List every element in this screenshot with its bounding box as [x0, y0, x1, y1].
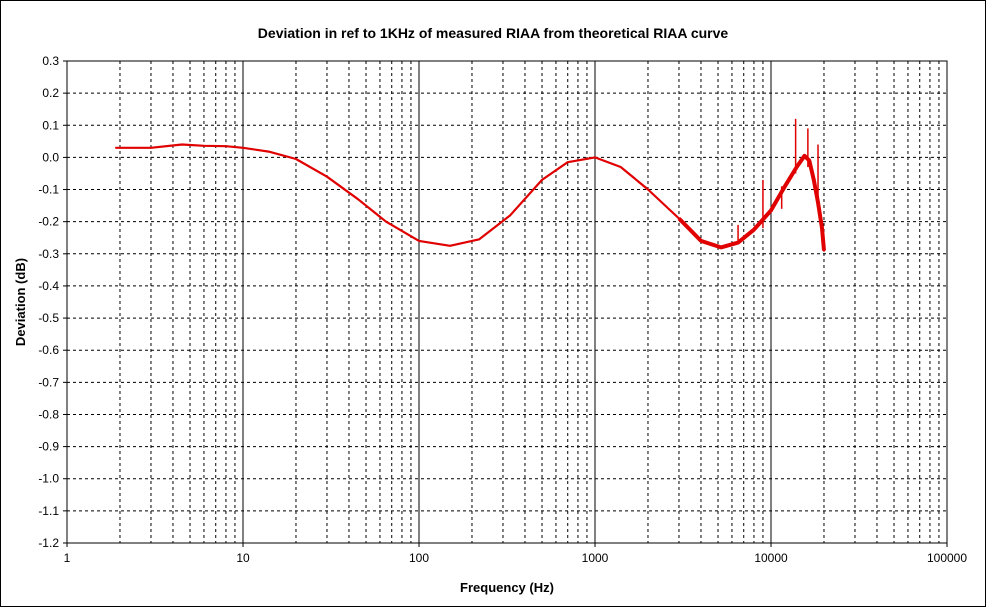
y-tick-label: -0.3 — [38, 247, 59, 261]
y-tick-label: 0.1 — [42, 118, 59, 132]
x-tick-label: 10000 — [754, 551, 788, 565]
y-tick-label: -1.0 — [38, 472, 59, 486]
y-tick-label: -0.5 — [38, 311, 59, 325]
y-tick-label: -0.6 — [38, 343, 59, 357]
series-lines — [114, 118, 826, 252]
x-axis-label: Frequency (Hz) — [460, 580, 554, 595]
x-tick-label: 10 — [236, 551, 250, 565]
y-tick-label: -1.2 — [38, 536, 59, 550]
y-tick-label: 0.2 — [42, 86, 59, 100]
y-tick-label: -0.1 — [38, 183, 59, 197]
y-axis-label: Deviation (dB) — [13, 258, 28, 346]
x-tick-label: 1 — [64, 551, 71, 565]
chart-title: Deviation in ref to 1KHz of measured RIA… — [258, 25, 729, 41]
x-tick-label: 100000 — [927, 551, 967, 565]
plot-frame — [66, 60, 948, 544]
y-tick-label: -0.9 — [38, 440, 59, 454]
y-tick-label: -1.1 — [38, 504, 59, 518]
y-tick-label: -0.7 — [38, 375, 59, 389]
y-tick-label: -0.8 — [38, 407, 59, 421]
x-tick-label: 100 — [409, 551, 429, 565]
x-tick-label: 1000 — [582, 551, 609, 565]
tick-labels: 0.3 0.2 0.1 0.0 -0.1 -0.2 -0.3 -0.4 -0.5 -0.6 -0.7… — [38, 54, 967, 565]
grid-lines — [63, 60, 948, 547]
y-tick-label: -0.2 — [38, 215, 59, 229]
y-tick-label: 0.0 — [42, 150, 59, 164]
y-tick-label: -0.4 — [38, 279, 59, 293]
y-tick-label: 0.3 — [42, 54, 59, 68]
